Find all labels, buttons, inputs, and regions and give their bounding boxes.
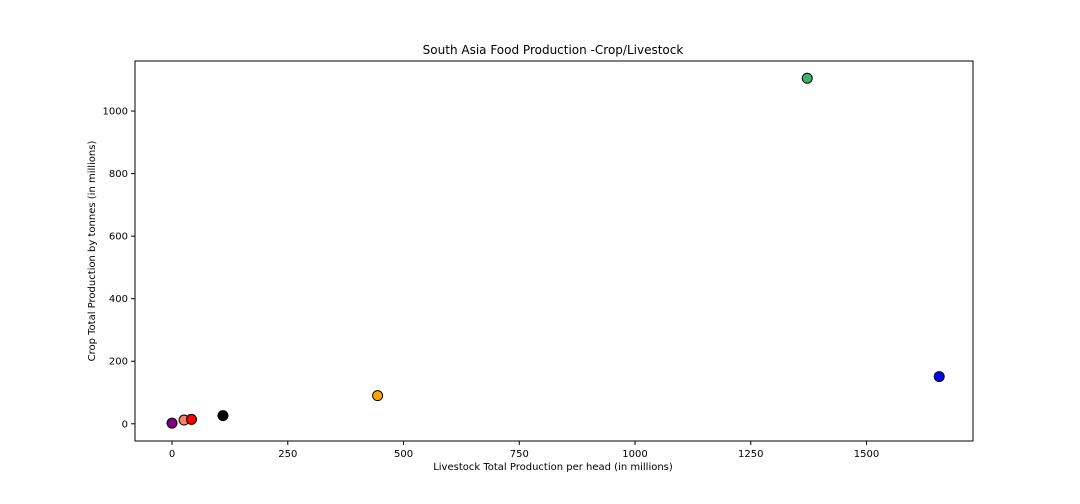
data-points bbox=[166, 72, 945, 429]
x-tick-label: 0 bbox=[169, 449, 175, 460]
y-tick-label: 800 bbox=[109, 169, 128, 180]
x-axis-label: Livestock Total Production per head (in … bbox=[433, 462, 673, 473]
chart-title: South Asia Food Production -Crop/Livesto… bbox=[423, 43, 684, 57]
x-tick-label: 250 bbox=[278, 449, 297, 460]
scatter-point bbox=[217, 410, 229, 422]
scatter-point bbox=[801, 72, 813, 84]
x-tick-label: 750 bbox=[510, 449, 529, 460]
y-axis-label: Crop Total Production by tonnes (in mill… bbox=[87, 141, 98, 362]
x-axis: 0 250 500 750 1000 1250 1500 bbox=[169, 441, 879, 460]
y-tick-label: 0 bbox=[122, 419, 128, 430]
y-tick-label: 1000 bbox=[103, 107, 128, 118]
plot-frame bbox=[134, 60, 974, 442]
scatter-point bbox=[933, 371, 945, 383]
y-axis: 0 200 400 600 800 1000 bbox=[103, 107, 135, 430]
plot-area bbox=[134, 60, 974, 442]
y-tick-label: 600 bbox=[109, 232, 128, 243]
x-tick-label: 1250 bbox=[738, 449, 763, 460]
y-tick-label: 200 bbox=[109, 357, 128, 368]
x-tick-label: 1000 bbox=[622, 449, 647, 460]
x-tick-label: 500 bbox=[394, 449, 413, 460]
y-tick-label: 400 bbox=[109, 294, 128, 305]
scatter-point bbox=[185, 413, 197, 425]
scatter-point bbox=[372, 390, 384, 402]
x-tick-label: 1500 bbox=[854, 449, 879, 460]
scatter-point bbox=[166, 417, 178, 429]
